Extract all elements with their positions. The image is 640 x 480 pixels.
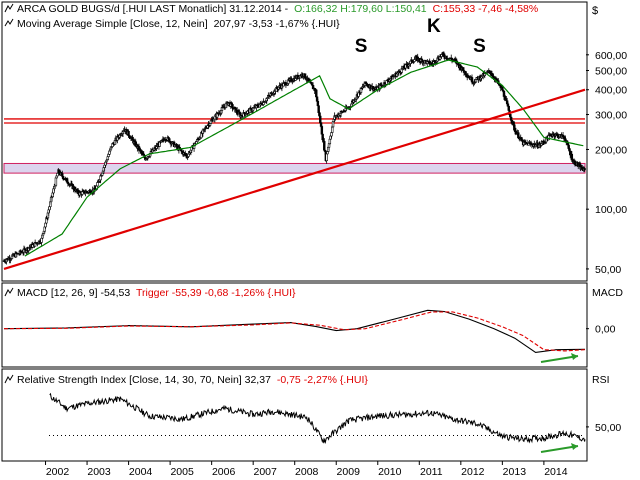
price-tick-label: 50,00 (595, 264, 621, 276)
year-tick-label: 2012 (461, 466, 485, 478)
macd-arrow-head (571, 353, 578, 360)
ma-title: Moving Average Simple [Close, 12, Nein] (17, 18, 208, 30)
rsi-axis: 50,00 (586, 422, 621, 434)
trendline-line (3, 88, 586, 270)
candle-body (315, 89, 318, 98)
price-tick-label: 100,00 (595, 204, 627, 216)
candle-body (303, 73, 307, 79)
price-tick-label: 600,00 (595, 50, 627, 62)
candle-body (96, 182, 99, 187)
macd-axis: 0,00 (586, 324, 616, 336)
instrument-title: ARCA GOLD BUGS/d [.HUI LAST Monatlich] 3… (17, 3, 289, 15)
macd-trigger: Trigger -55,39 -0,68 -1,26% {.HUI} (136, 287, 296, 299)
rsi-header: Relative Strength Index [Close, 14, 30, … (4, 374, 610, 386)
rsi-tick-label: 50,00 (595, 422, 621, 434)
year-tick-label: 2011 (420, 466, 443, 478)
macd-header: MACD [12, 26, 9] -54,53 Trigger -55,39 -… (4, 287, 623, 299)
pattern-label-right_shoulder: S (473, 36, 486, 57)
macd-title: MACD [12, 26, 9] -54,53 (17, 287, 130, 299)
price-candles (2, 51, 586, 265)
moving-average-line (24, 59, 584, 257)
year-tick-label: 2009 (337, 466, 361, 478)
trendline (3, 88, 586, 270)
price-header-line1: ARCA GOLD BUGS/d [.HUI LAST Monatlich] 3… (17, 3, 538, 15)
rsi-title: Relative Strength Index [Close, 14, 30, … (17, 374, 271, 386)
rsi-arrow-head (571, 443, 578, 450)
year-tick-label: 2003 (87, 466, 111, 478)
rsi-divergence-arrow (540, 445, 579, 453)
candle-body (509, 116, 513, 121)
rsi-value: -0,75 -2,27% {.HUI} (277, 374, 369, 386)
macd-divergence-arrow (540, 355, 579, 363)
candle-body (413, 59, 416, 62)
price-tick-label: 400,00 (595, 85, 627, 97)
price-panel-frame (1, 1, 588, 282)
support-band (3, 162, 586, 174)
pattern-label-head: K (427, 16, 441, 37)
candle-body (209, 120, 213, 124)
price-header: ARCA GOLD BUGS/d [.HUI LAST Monatlich] 3… (4, 3, 598, 30)
candle-body (325, 153, 328, 162)
rsi-plot (49, 392, 586, 453)
candle-body (54, 177, 58, 186)
pattern-label-left_shoulder: S (355, 36, 368, 57)
year-tick-label: 2006 (212, 466, 236, 478)
price-tick-label: 500,00 (595, 66, 627, 78)
candle-body (323, 141, 326, 151)
macd-header-text: MACD [12, 26, 9] -54,53 Trigger -55,39 -… (17, 287, 296, 299)
ohl-values: O:166,32 H:179,60 L:150,41 (294, 3, 427, 15)
price-tick-label: 300,00 (595, 110, 627, 122)
year-tick-label: 2014 (544, 466, 568, 478)
currency-symbol: $ (592, 5, 598, 17)
macd-axis-title: MACD (592, 287, 623, 299)
year-tick-label: 2002 (46, 466, 70, 478)
moving-average-path (24, 59, 584, 257)
chart-type-icon (4, 3, 14, 13)
macd-trigger-line (3, 311, 586, 352)
year-tick-label: 2013 (503, 466, 527, 478)
candle-body (316, 100, 320, 107)
year-tick-label: 2008 (295, 466, 319, 478)
year-tick-label: 2004 (129, 466, 153, 478)
time-axis: 2002 2003 2004 2005 2006 2007 2008 2009 2010 2011… (45, 461, 568, 478)
year-tick-label: 2007 (253, 466, 277, 478)
candle-body (101, 172, 104, 176)
ma-legend-icon (4, 18, 14, 27)
price-axis: 50,00 100,00 200,00 300,00 400,00 500,00 600,0… (586, 50, 627, 276)
candle-body (583, 168, 586, 171)
macd-plot (3, 309, 586, 363)
rsi-header-text: Relative Strength Index [Close, 14, 30, … (17, 374, 368, 386)
rsi-line (49, 392, 586, 445)
rsi-legend-icon (4, 374, 14, 384)
candle-body (517, 132, 520, 139)
price-header-line2: Moving Average Simple [Close, 12, Nein] … (17, 18, 340, 30)
ma-value: 207,97 -3,53 -1,67% {.HUI} (214, 18, 341, 30)
candle-body (56, 172, 59, 177)
macd-panel-frame (1, 282, 588, 368)
macd-tick-label: 0,00 (595, 324, 616, 336)
year-tick-label: 2010 (378, 466, 402, 478)
macd-legend-icon (4, 287, 14, 297)
pattern-labels: SKS (355, 16, 486, 57)
candle-body (328, 138, 332, 145)
close-change: C:155,33 -7,46 -4,58% (433, 3, 539, 15)
price-tick-label: 200,00 (595, 144, 627, 156)
year-tick-label: 2005 (170, 466, 194, 478)
rsi-axis-title: RSI (592, 374, 610, 386)
